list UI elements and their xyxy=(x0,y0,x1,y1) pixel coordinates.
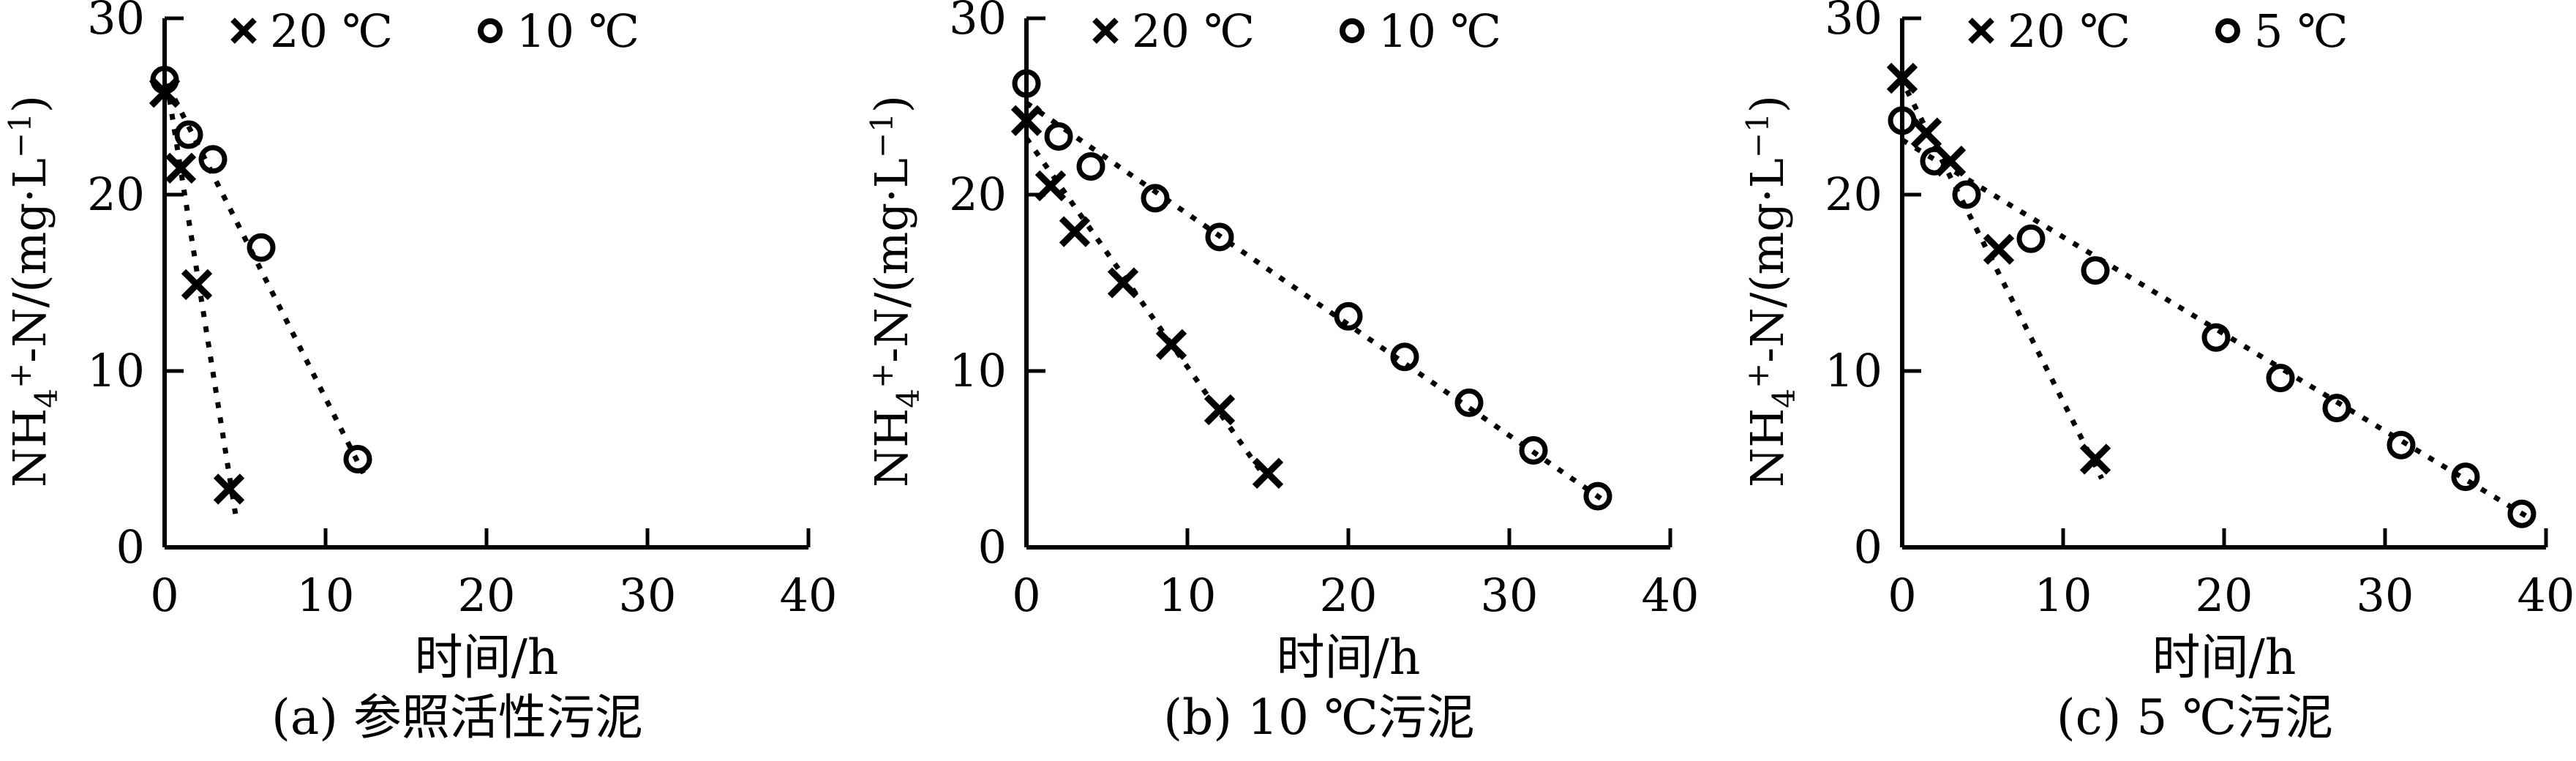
panel-b: 0 10 20 30 0 10 20 30 40 20 ℃ 10 ℃ NH4+-N/(mg·L−1) … xyxy=(862,0,1700,761)
panel-a: 0 10 20 30 0 10 20 30 40 20 ℃ 10 ℃ NH4+-N/(mg·L−1) … xyxy=(0,0,838,761)
svg-text:10: 10 xyxy=(297,569,355,622)
svg-text:0: 0 xyxy=(978,520,1007,574)
svg-text:20: 20 xyxy=(949,168,1007,221)
chart-a-plot: 0 10 20 30 0 10 20 30 40 20 ℃ 10 ℃ NH4+-N/(mg·L−1) xyxy=(2,0,838,622)
caption-b: (b) 10 ℃污泥 xyxy=(1163,689,1475,746)
svg-text:20: 20 xyxy=(458,569,516,622)
svg-text:NH4+-N/(mg·L−1): NH4+-N/(mg·L−1) xyxy=(1740,95,1802,487)
svg-text:20 ℃: 20 ℃ xyxy=(2008,4,2130,58)
caption-c: (c) 5 ℃污泥 xyxy=(2056,689,2334,746)
x-axis-label-c: 时间/h xyxy=(2152,629,2297,686)
svg-text:NH4+-N/(mg·L−1): NH4+-N/(mg·L−1) xyxy=(2,95,64,487)
svg-text:10: 10 xyxy=(949,344,1007,397)
svg-text:30: 30 xyxy=(949,0,1007,45)
svg-text:20: 20 xyxy=(1320,569,1378,622)
svg-text:0: 0 xyxy=(1012,569,1040,622)
svg-text:0: 0 xyxy=(116,520,145,574)
svg-text:40: 40 xyxy=(2517,569,2575,622)
svg-text:30: 30 xyxy=(87,0,145,45)
svg-text:20: 20 xyxy=(1825,168,1882,221)
x-axis-label-a: 时间/h xyxy=(414,629,559,686)
svg-text:30: 30 xyxy=(619,569,677,622)
svg-text:40: 40 xyxy=(1642,569,1700,622)
svg-text:40: 40 xyxy=(780,569,838,622)
svg-text:10 ℃: 10 ℃ xyxy=(517,4,639,58)
x-axis-label-b: 时间/h xyxy=(1276,629,1421,686)
svg-text:10: 10 xyxy=(1825,344,1882,397)
svg-text:0: 0 xyxy=(1888,569,1916,622)
svg-text:5 ℃: 5 ℃ xyxy=(2254,4,2348,58)
svg-text:30: 30 xyxy=(1825,0,1882,45)
panel-c: 0 10 20 30 0 10 20 30 40 20 ℃ 5 ℃ NH4+-N/(mg·L−1) 时… xyxy=(1738,0,2576,761)
svg-text:20: 20 xyxy=(2196,569,2253,622)
svg-text:20 ℃: 20 ℃ xyxy=(1132,4,1255,58)
svg-text:20: 20 xyxy=(87,168,145,221)
caption-a: (a) 参照活性污泥 xyxy=(271,689,643,746)
svg-text:NH4+-N/(mg·L−1): NH4+-N/(mg·L−1) xyxy=(864,95,926,487)
chart-c-plot: 0 10 20 30 0 10 20 30 40 20 ℃ 5 ℃ NH4+-N/(mg·L−1) xyxy=(1740,0,2575,622)
svg-text:30: 30 xyxy=(2357,569,2414,622)
svg-text:10 ℃: 10 ℃ xyxy=(1378,4,1501,58)
svg-text:0: 0 xyxy=(1854,520,1882,574)
svg-text:10: 10 xyxy=(2035,569,2092,622)
chart-b-plot: 0 10 20 30 0 10 20 30 40 20 ℃ 10 ℃ NH4+-N/(mg·L−1) xyxy=(864,0,1700,622)
svg-text:10: 10 xyxy=(1159,569,1217,622)
svg-text:0: 0 xyxy=(150,569,179,622)
svg-text:10: 10 xyxy=(87,344,145,397)
svg-text:30: 30 xyxy=(1481,569,1539,622)
svg-text:20 ℃: 20 ℃ xyxy=(270,4,393,58)
